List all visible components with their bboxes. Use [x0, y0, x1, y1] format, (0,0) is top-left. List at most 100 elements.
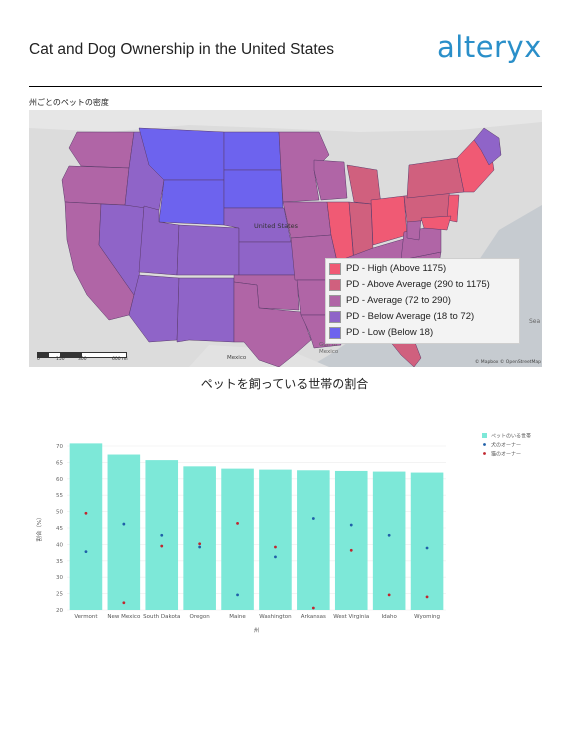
x-tick-label: Oregon [190, 614, 211, 620]
legend-item-low: PD - Low (Below 18) [329, 325, 433, 340]
legend-marker-1 [483, 443, 486, 446]
legend-item-above-average: PD - Above Average (290 to 1175) [329, 277, 490, 292]
bar-households-6 [297, 470, 330, 610]
bar-households-8 [372, 471, 406, 610]
legend-swatch-below-average [329, 310, 341, 323]
point-dog-owners-4 [236, 593, 239, 597]
y-tick-label: 20 [56, 608, 63, 614]
legend-label-above-average: PD - Above Average (290 to 1175) [346, 279, 490, 290]
state-maryland [420, 215, 452, 231]
pet-household-chart: 20 25 30 35 40 45 50 55 60 65 70 Vermont New Mexico S… [29, 424, 549, 643]
point-dog-owners-6 [311, 517, 315, 520]
point-dog-owners-8 [387, 533, 391, 537]
point-cat-owners-9 [425, 595, 429, 599]
bar-households-3 [183, 466, 216, 610]
x-tick-label: Washington [259, 614, 292, 620]
x-axis-title: 州 [254, 628, 260, 634]
y-tick-label: 65 [56, 460, 63, 466]
x-tick-label: Arkansas [301, 614, 326, 620]
map-label-gulf: Gulf of Mexico [319, 342, 339, 355]
bar-households-7 [334, 470, 368, 610]
page-title: Cat and Dog Ownership in the United Stat… [29, 41, 335, 58]
y-tick-label: 25 [56, 592, 63, 598]
point-cat-owners-0 [84, 511, 88, 515]
y-tick-label: 70 [56, 444, 63, 450]
y-tick-label: 40 [56, 542, 63, 548]
point-dog-owners-2 [160, 533, 164, 537]
legend-item-below-average: PD - Below Average (18 to 72) [329, 309, 474, 324]
bar-households-9 [410, 472, 444, 610]
map-label-united-states: United States [254, 222, 299, 230]
state-new-mexico [176, 277, 235, 343]
bar-households-1 [107, 454, 141, 610]
point-dog-owners-3 [198, 545, 202, 549]
y-tick-label: 30 [56, 575, 63, 581]
state-new-jersey [446, 194, 460, 223]
legend-swatch-above-average [329, 278, 341, 291]
legend-swatch-low [329, 326, 341, 339]
state-new-york [406, 157, 465, 199]
point-dog-owners-5 [274, 555, 277, 559]
map-legend: PD - High (Above 1175) PD - Above Averag… [325, 258, 520, 344]
map-title: 州ごとのペットの密度 [29, 98, 109, 107]
legend-marker-2 [483, 452, 486, 455]
point-cat-owners-1 [122, 601, 126, 605]
state-iowa [282, 201, 332, 239]
x-tick-label: Idaho [381, 614, 397, 620]
y-tick-label: 45 [56, 526, 63, 532]
legend-label-below-average: PD - Below Average (18 to 72) [346, 311, 475, 322]
bar-households-0 [69, 443, 103, 610]
x-tick-label: South Dakota [143, 614, 180, 620]
x-tick-label: Maine [229, 614, 246, 620]
point-cat-owners-3 [198, 542, 202, 546]
state-maine [473, 127, 502, 166]
chart-title: ペットを飼っている世帯の割合 [200, 377, 369, 391]
point-cat-owners-8 [387, 593, 391, 597]
legend-label-low: PD - Low (Below 18) [346, 327, 434, 338]
legend-swatch-high [329, 262, 341, 275]
point-cat-owners-6 [311, 606, 315, 610]
state-south-dakota [223, 169, 284, 209]
us-pet-density-map[interactable]: United States Mexico Gulf of Mexico Sea [29, 110, 542, 367]
chart-canvas: 20 25 30 35 40 45 50 55 60 65 70 Vermont New Mexico S… [35, 433, 531, 635]
map-attribution[interactable]: © Mapbox © OpenStreetMap [474, 360, 541, 365]
point-dog-owners-1 [122, 522, 126, 526]
x-tick-label: New Mexico [107, 614, 141, 620]
point-dog-owners-9 [425, 546, 429, 550]
y-tick-label: 60 [56, 477, 63, 483]
legend-swatch-average [329, 294, 341, 307]
state-north-dakota [223, 131, 282, 171]
legend-swatch-0 [482, 433, 487, 438]
header-divider [29, 86, 542, 87]
point-cat-owners-7 [349, 548, 353, 552]
map-scale-bar [37, 352, 127, 358]
point-cat-owners-4 [236, 522, 239, 525]
bar-households-5 [259, 469, 292, 610]
state-oregon [61, 165, 130, 206]
point-dog-owners-0 [84, 550, 88, 554]
y-axis-title: 割合（%） [35, 514, 43, 541]
legend-item-average: PD - Average (72 to 290) [329, 293, 451, 308]
x-tick-label: Vermont [74, 614, 98, 620]
map-canvas [29, 110, 542, 367]
legend-label-average: PD - Average (72 to 290) [346, 295, 451, 306]
y-tick-label: 55 [56, 493, 63, 499]
alteryx-logo: alteryx [437, 30, 542, 64]
state-wyoming [158, 179, 225, 226]
state-wisconsin [313, 159, 348, 201]
point-dog-owners-7 [349, 523, 353, 527]
point-cat-owners-5 [274, 545, 277, 549]
point-cat-owners-2 [160, 544, 164, 548]
y-tick-label: 35 [56, 559, 63, 565]
legend-label-0: ペットのいる世帯 [491, 433, 531, 440]
legend-item-high: PD - High (Above 1175) [329, 261, 446, 276]
state-colorado [176, 224, 240, 276]
state-texas [233, 281, 312, 367]
state-minnesota [278, 131, 330, 203]
state-kansas [238, 241, 296, 276]
legend-label-1: 犬のオーナー [491, 442, 521, 449]
x-tick-label: Wyoming [414, 614, 440, 620]
legend-label-2: 猫のオーナー [491, 451, 521, 458]
x-tick-label: West Virginia [333, 614, 369, 620]
map-label-mexico: Mexico [227, 355, 247, 361]
